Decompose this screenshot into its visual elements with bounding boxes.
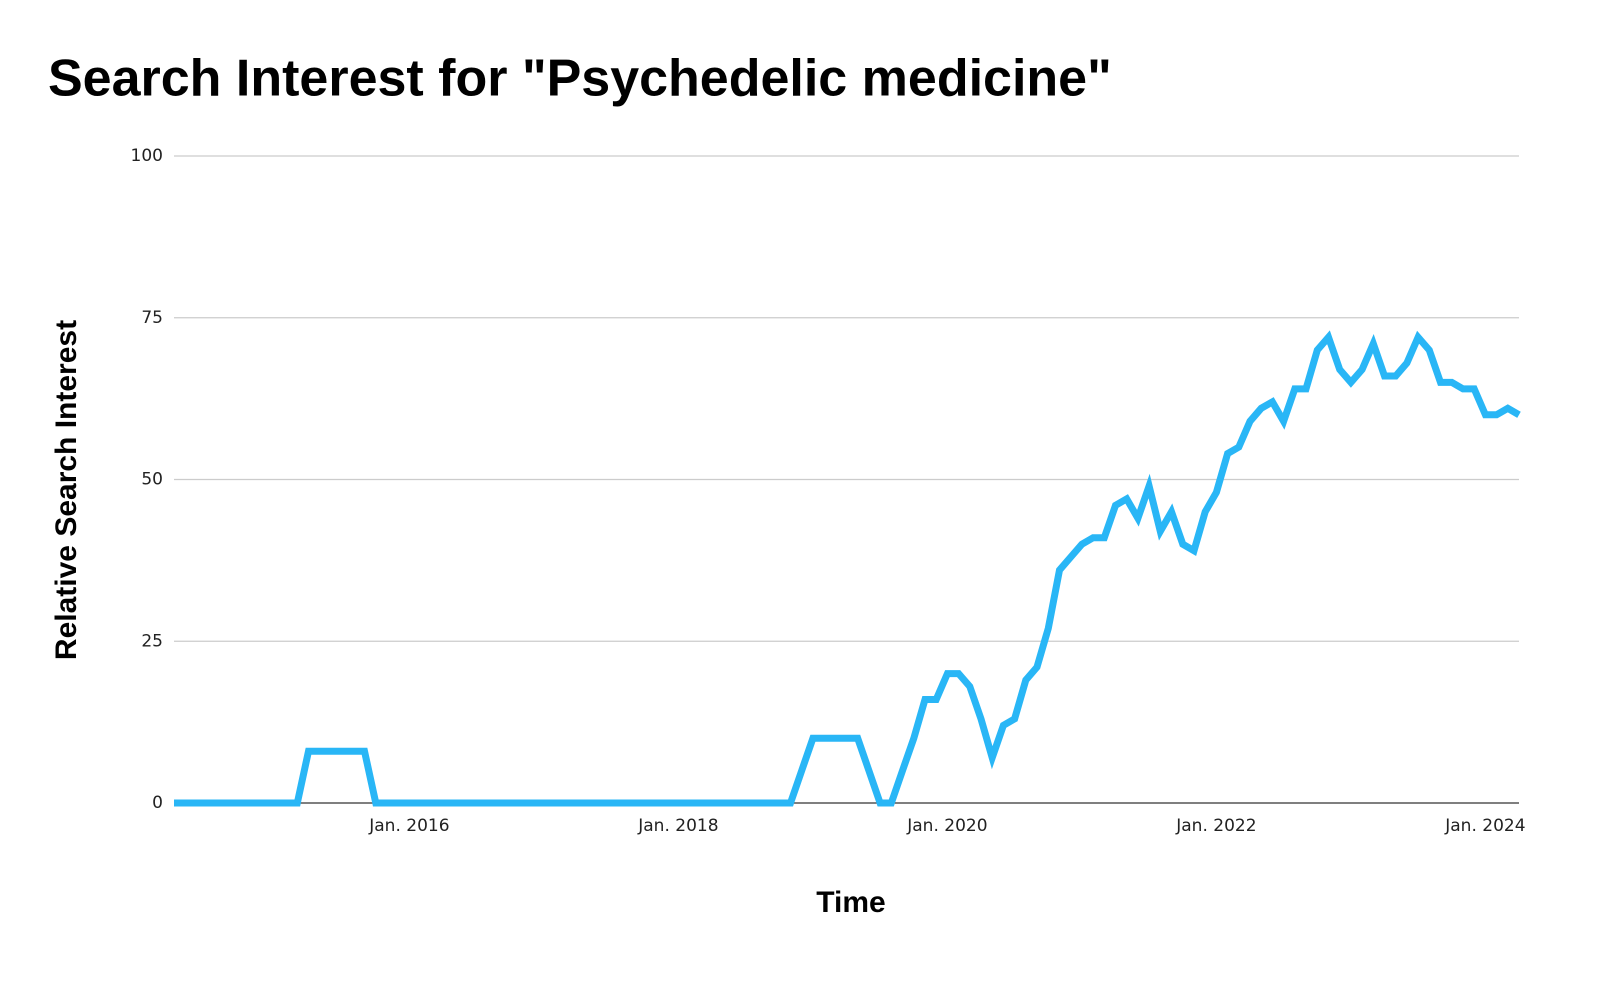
x-tick-label: Jan. 2018 bbox=[637, 816, 718, 836]
x-tick-label: Jan. 2022 bbox=[1175, 816, 1256, 836]
x-tick-label: Jan. 2020 bbox=[906, 816, 987, 836]
y-tick-label: 75 bbox=[141, 308, 163, 328]
x-axis-title: Time bbox=[816, 886, 885, 919]
x-tick-label: Jan. 2016 bbox=[368, 816, 449, 836]
y-tick-label: 0 bbox=[152, 793, 163, 813]
y-tick-label: 50 bbox=[141, 470, 163, 490]
data-line bbox=[174, 330, 1521, 807]
y-tick-label: 25 bbox=[141, 631, 163, 651]
chart-title: Search Interest for "Psychedelic medicin… bbox=[48, 50, 1112, 108]
x-tick-label: Jan. 2024 bbox=[1444, 816, 1525, 836]
y-tick-label: 100 bbox=[131, 146, 163, 166]
y-axis-title: Relative Search Interest bbox=[50, 320, 83, 660]
